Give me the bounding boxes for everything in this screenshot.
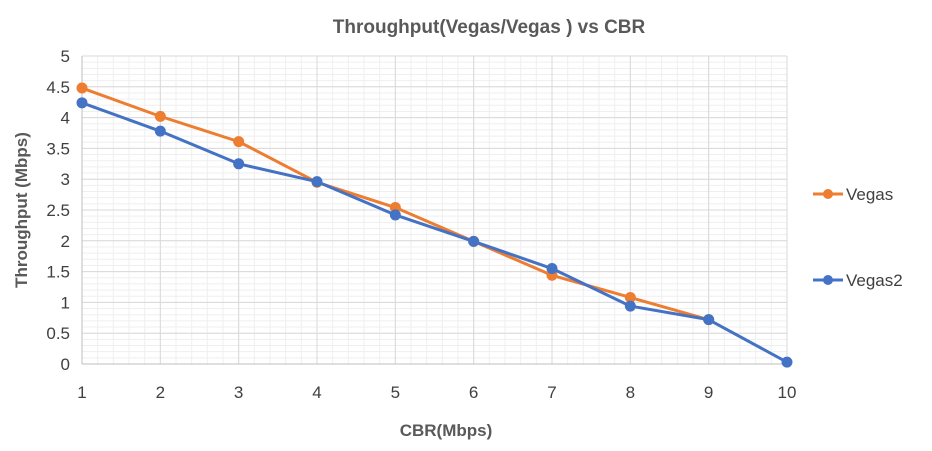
data-point-vegas2 bbox=[233, 158, 245, 170]
legend-item-vegas2: Vegas2 bbox=[813, 271, 903, 290]
x-tick-label: 9 bbox=[704, 383, 713, 402]
x-tick-label: 1 bbox=[77, 383, 86, 402]
legend-label: Vegas2 bbox=[846, 271, 903, 290]
series-layer bbox=[76, 82, 793, 368]
data-point-vegas2 bbox=[389, 209, 401, 221]
x-tick-label: 8 bbox=[626, 383, 635, 402]
data-point-vegas2 bbox=[311, 176, 323, 188]
x-tick-label: 6 bbox=[469, 383, 478, 402]
y-tick-label: 1 bbox=[61, 293, 70, 312]
data-point-vegas2 bbox=[781, 356, 793, 368]
data-point-vegas2 bbox=[76, 97, 88, 109]
data-point-vegas bbox=[154, 110, 166, 122]
y-tick-label: 3.5 bbox=[46, 139, 70, 158]
legend-swatch-marker bbox=[823, 275, 833, 285]
data-point-vegas2 bbox=[468, 235, 480, 247]
y-tick-label: 4 bbox=[61, 109, 70, 128]
data-point-vegas2 bbox=[154, 125, 166, 137]
tick-labels: 0 0.5 1 1.5 2 2.5 3 3.5 4 4.5 5 1 2 3 4 5 6 7 8 9 10 bbox=[46, 47, 796, 402]
x-axis-title: CBR(Mbps) bbox=[400, 421, 493, 440]
y-tick-label: 4.5 bbox=[46, 78, 70, 97]
series-line-vegas2 bbox=[80, 101, 789, 364]
legend-label: Vegas bbox=[846, 185, 893, 204]
x-tick-label: 4 bbox=[312, 383, 321, 402]
x-tick-label: 10 bbox=[778, 383, 797, 402]
data-point-vegas bbox=[76, 82, 88, 94]
data-point-vegas2 bbox=[546, 263, 558, 275]
y-tick-label: 3 bbox=[61, 170, 70, 189]
chart-title: Throughput(Vegas/Vegas ) vs CBR bbox=[333, 17, 646, 38]
x-tick-label: 5 bbox=[391, 383, 400, 402]
legend-swatch-marker bbox=[823, 189, 833, 199]
major-gridlines bbox=[81, 55, 788, 364]
y-axis-title: Throughput (Mbps) bbox=[12, 132, 31, 288]
legend: Vegas Vegas2 bbox=[813, 185, 903, 290]
x-tick-label: 3 bbox=[234, 383, 243, 402]
data-point-vegas2 bbox=[703, 314, 715, 326]
y-tick-label: 0 bbox=[61, 355, 70, 374]
legend-item-vegas: Vegas bbox=[813, 185, 893, 204]
x-tick-label: 2 bbox=[156, 383, 165, 402]
data-point-vegas2 bbox=[624, 300, 636, 312]
y-tick-label: 0.5 bbox=[46, 324, 70, 343]
y-tick-label: 1.5 bbox=[46, 263, 70, 282]
x-tick-label: 7 bbox=[547, 383, 556, 402]
y-tick-label: 5 bbox=[61, 47, 70, 66]
y-tick-label: 2.5 bbox=[46, 201, 70, 220]
y-tick-label: 2 bbox=[61, 232, 70, 251]
series-vegas2 bbox=[76, 97, 793, 368]
data-point-vegas bbox=[233, 136, 245, 148]
